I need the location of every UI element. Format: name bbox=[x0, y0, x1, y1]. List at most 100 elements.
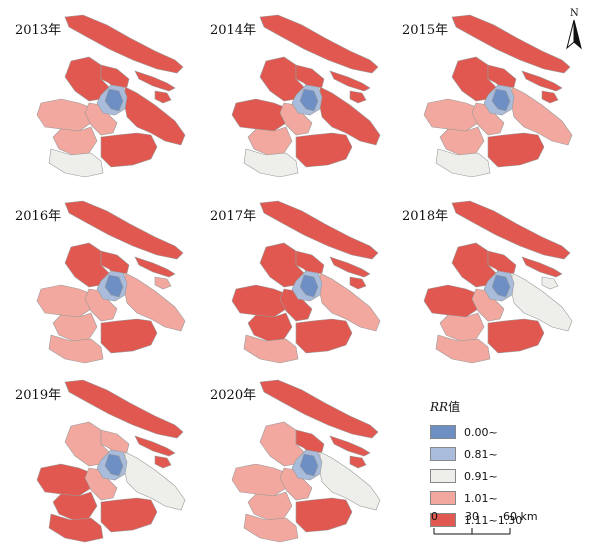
region-center-dark bbox=[104, 88, 124, 112]
region-jinshan bbox=[243, 148, 299, 178]
region-pudong bbox=[511, 272, 573, 332]
region-changxing bbox=[329, 256, 371, 278]
region-fengxian bbox=[487, 318, 545, 354]
legend-swatch bbox=[430, 491, 456, 505]
region-center-dark bbox=[491, 88, 511, 112]
legend-label: 0.91~ bbox=[464, 469, 498, 483]
region-jinshan bbox=[435, 334, 491, 364]
region-qingpu bbox=[423, 98, 479, 132]
year-label: 2013年 bbox=[15, 23, 62, 38]
north-label: N bbox=[570, 8, 579, 19]
region-fengxian bbox=[295, 318, 353, 354]
region-songjiang bbox=[52, 126, 98, 156]
region-hengsha bbox=[349, 90, 367, 104]
region-pudong bbox=[124, 451, 186, 511]
region-jinshan bbox=[48, 148, 104, 178]
region-center-dark bbox=[299, 88, 319, 112]
region-pudong bbox=[319, 86, 381, 146]
region-songjiang bbox=[52, 312, 98, 342]
region-chongming bbox=[259, 14, 379, 74]
region-chongming bbox=[451, 200, 571, 260]
region-pudong bbox=[319, 451, 381, 511]
map-panel-2013: 2013年 bbox=[5, 5, 195, 185]
legend-item: 0.91~ bbox=[430, 465, 590, 487]
region-jinshan bbox=[243, 334, 299, 364]
region-songjiang bbox=[439, 312, 485, 342]
region-chongming bbox=[64, 200, 184, 260]
region-songjiang bbox=[247, 312, 293, 342]
year-label: 2018年 bbox=[402, 209, 449, 224]
scale-bar-line bbox=[433, 528, 511, 535]
region-qingpu bbox=[36, 284, 92, 318]
region-qingpu bbox=[231, 463, 287, 497]
region-hengsha bbox=[541, 90, 559, 104]
scale-tick-60: 60 km bbox=[503, 510, 538, 523]
region-fengxian bbox=[100, 497, 158, 533]
region-jinshan bbox=[48, 334, 104, 364]
year-label: 2019年 bbox=[15, 388, 62, 403]
year-label: 2017年 bbox=[210, 209, 257, 224]
legend-swatch bbox=[430, 425, 456, 439]
map-panel-2015: 2015年 bbox=[392, 5, 582, 185]
region-jinshan bbox=[243, 513, 299, 543]
legend-swatch bbox=[430, 447, 456, 461]
legend-label: 0.81~ bbox=[464, 447, 498, 461]
region-pudong bbox=[124, 86, 186, 146]
legend-label: 1.11~1.30 bbox=[464, 513, 523, 527]
region-hengsha bbox=[349, 276, 367, 290]
region-songjiang bbox=[52, 491, 98, 521]
region-jinshan bbox=[435, 148, 491, 178]
map-svg bbox=[231, 14, 381, 178]
region-center-dark bbox=[299, 274, 319, 298]
legend-swatch bbox=[430, 513, 456, 527]
region-qingpu bbox=[36, 98, 92, 132]
map-panel-2019: 2019年 bbox=[5, 370, 195, 550]
legend-title-rr: RR bbox=[430, 400, 449, 414]
region-fengxian bbox=[100, 132, 158, 168]
map-panel-2016: 2016年 bbox=[5, 191, 195, 371]
map-panel-2017: 2017年 bbox=[200, 191, 390, 371]
legend-item: 0.00~ bbox=[430, 421, 590, 443]
legend-item: 1.01~ bbox=[430, 487, 590, 509]
region-hengsha bbox=[349, 455, 367, 469]
map-svg bbox=[231, 379, 381, 543]
region-jinshan bbox=[48, 513, 104, 543]
region-pudong bbox=[319, 272, 381, 332]
region-center-dark bbox=[104, 453, 124, 477]
map-svg bbox=[36, 379, 186, 543]
region-fengxian bbox=[295, 132, 353, 168]
year-label: 2016年 bbox=[15, 209, 62, 224]
region-changxing bbox=[134, 435, 176, 457]
legend-title: RR值 bbox=[430, 398, 590, 415]
region-hengsha bbox=[154, 276, 172, 290]
region-changxing bbox=[134, 70, 176, 92]
legend-label: 1.01~ bbox=[464, 491, 498, 505]
map-panel-2020: 2020年 bbox=[200, 370, 390, 550]
map-svg bbox=[36, 200, 186, 364]
region-changxing bbox=[329, 70, 371, 92]
map-svg bbox=[36, 14, 186, 178]
region-center-dark bbox=[491, 274, 511, 298]
region-chongming bbox=[64, 14, 184, 74]
map-panel-2014: 2014年 bbox=[200, 5, 390, 185]
region-songjiang bbox=[439, 126, 485, 156]
year-label: 2014年 bbox=[210, 23, 257, 38]
legend-item: 1.11~1.30 bbox=[430, 509, 590, 531]
region-changxing bbox=[521, 256, 563, 278]
region-center-dark bbox=[299, 453, 319, 477]
region-pudong bbox=[511, 86, 573, 146]
map-svg bbox=[423, 200, 573, 364]
region-changxing bbox=[521, 70, 563, 92]
north-arrow-icon bbox=[566, 19, 582, 50]
region-fengxian bbox=[295, 497, 353, 533]
region-pudong bbox=[124, 272, 186, 332]
region-qingpu bbox=[231, 98, 287, 132]
region-songjiang bbox=[247, 126, 293, 156]
legend: RR值 0.00~ 0.81~ 0.91~ 1.01~ 1.11~1.30 bbox=[430, 398, 590, 531]
region-chongming bbox=[451, 14, 571, 74]
region-fengxian bbox=[487, 132, 545, 168]
map-svg bbox=[423, 14, 573, 178]
legend-label: 0.00~ bbox=[464, 425, 498, 439]
map-panel-2018: 2018年 bbox=[392, 191, 582, 371]
region-center-dark bbox=[104, 274, 124, 298]
